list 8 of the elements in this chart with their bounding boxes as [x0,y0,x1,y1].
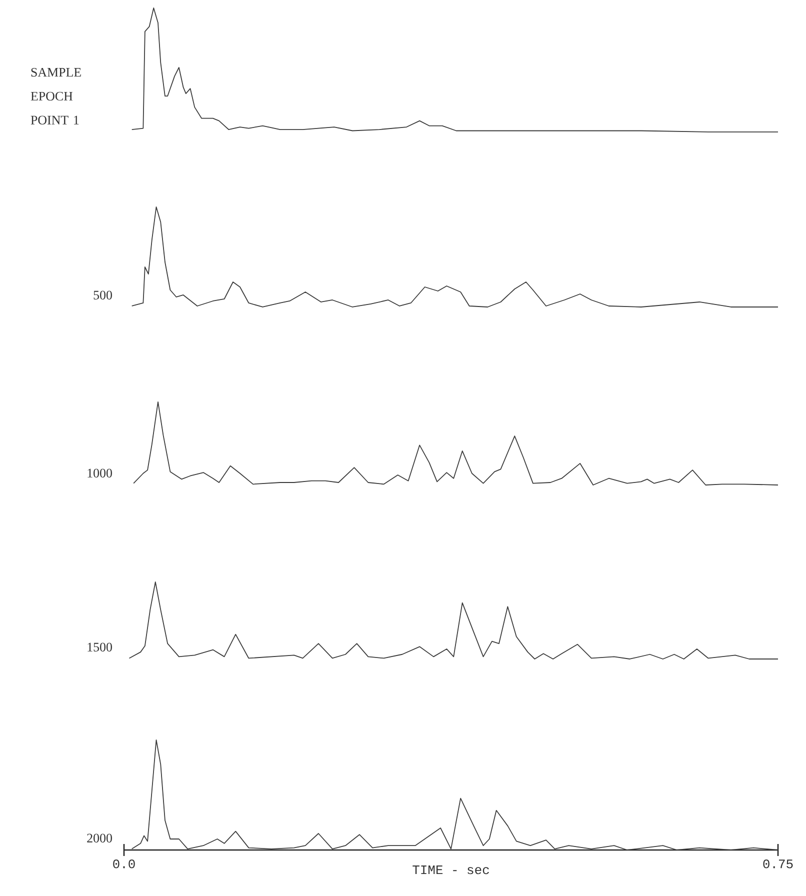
x-axis-title: TIME - sec [412,866,489,874]
series-label: 1500 [88,642,112,652]
x-tick-label: 0.75 [763,860,793,868]
x-tick-label: 0.0 [113,860,135,868]
text: SAMPLE EPOCH POINT 1 [30,68,81,124]
series-label: 1000 [88,468,112,478]
series-label: 2000 [87,834,112,842]
series-label: 500 [94,290,112,300]
